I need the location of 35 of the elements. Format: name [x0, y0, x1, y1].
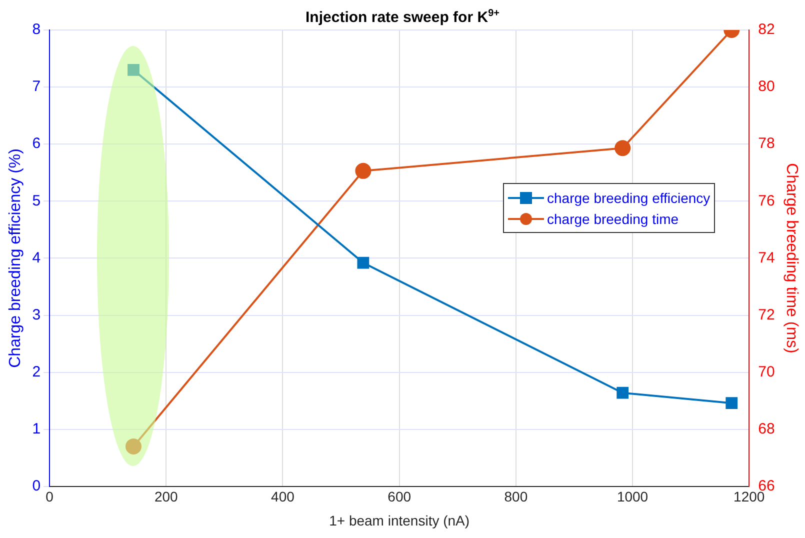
x-tick-label: 0: [46, 488, 54, 505]
y2-tick-label: 68: [758, 420, 775, 438]
y2-tick-label: 72: [758, 306, 775, 324]
y2-tick-label: 78: [758, 135, 775, 152]
point: [726, 397, 738, 410]
y2-axis-title: Charge breeding time (ms): [782, 163, 800, 354]
y-tick-label: 6: [32, 135, 41, 152]
x-axis-title: 1+ beam intensity (nA): [329, 512, 470, 528]
point: [614, 140, 631, 156]
y-tick-label: 3: [32, 306, 41, 324]
x-tick-label: 800: [504, 488, 528, 505]
y2-tick-label: 80: [758, 78, 775, 96]
x-tick-label: 400: [271, 488, 295, 505]
y2-tick-label: 74: [758, 249, 775, 266]
y-tick-label: 2: [32, 363, 41, 380]
y-tick-label: 7: [32, 78, 41, 96]
point: [357, 256, 370, 269]
point: [128, 64, 140, 76]
y-tick-label: 5: [32, 192, 41, 210]
y-tick-label: 4: [32, 249, 41, 266]
x-tick-label: 1000: [616, 488, 648, 505]
x-tick-label: 600: [388, 488, 412, 505]
y2-tick-label: 76: [758, 192, 775, 210]
y-tick-label: 1: [32, 420, 41, 438]
y2-tick-label: 82: [758, 21, 775, 38]
point: [125, 438, 142, 454]
point: [355, 162, 372, 179]
legend-label: charge breeding time: [547, 210, 679, 226]
x-tick-label: 200: [154, 488, 178, 505]
point: [616, 386, 629, 399]
y-tick-label: 8: [32, 21, 41, 38]
legend-label: charge breeding efficiency: [547, 190, 710, 206]
y2-tick-label: 70: [758, 363, 775, 380]
chart-title: Injection rate sweep for K$^{9+}$: [304, 8, 500, 26]
y-axis-title: Charge breeding efficiency (%): [7, 148, 24, 368]
